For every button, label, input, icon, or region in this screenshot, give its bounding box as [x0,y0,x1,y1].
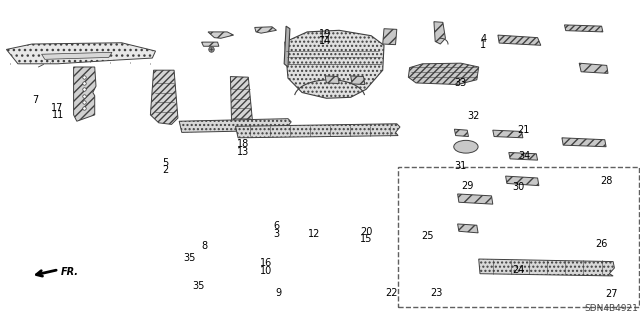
Text: 13: 13 [237,146,250,157]
Text: 9: 9 [275,288,282,298]
Text: 16: 16 [259,258,272,268]
Text: 14: 14 [319,36,332,47]
Text: 34: 34 [518,151,531,161]
Text: 24: 24 [512,264,525,275]
Text: 22: 22 [385,288,398,298]
Polygon shape [325,76,339,84]
Text: 12: 12 [308,228,320,239]
Polygon shape [42,52,112,59]
Text: 6: 6 [273,221,280,231]
Polygon shape [208,32,234,38]
Polygon shape [351,76,365,85]
Polygon shape [312,77,338,97]
Text: 29: 29 [461,181,474,191]
Polygon shape [564,25,603,32]
Polygon shape [74,67,96,121]
Text: 35: 35 [192,281,205,292]
Polygon shape [506,176,539,186]
Text: 32: 32 [467,111,480,122]
Polygon shape [493,130,523,138]
Polygon shape [6,43,156,64]
Text: 8: 8 [202,241,208,251]
Polygon shape [509,152,538,160]
Polygon shape [479,259,614,276]
Text: 27: 27 [605,289,618,299]
Polygon shape [458,224,478,233]
Polygon shape [150,70,178,124]
Polygon shape [383,29,397,45]
Bar [398,167,639,307]
Text: 19: 19 [319,29,332,40]
Text: 23: 23 [430,288,443,298]
Text: 21: 21 [517,125,530,135]
Text: 11: 11 [51,110,64,120]
Text: 10: 10 [259,265,272,276]
Ellipse shape [454,140,478,153]
Polygon shape [236,124,400,138]
Polygon shape [458,194,493,204]
Polygon shape [579,63,608,73]
Polygon shape [202,42,219,46]
Text: 26: 26 [596,239,608,249]
Polygon shape [179,119,291,132]
Text: 20: 20 [360,227,372,237]
Text: 31: 31 [454,161,467,171]
Text: SDN4B4921: SDN4B4921 [585,304,639,313]
Text: 5: 5 [162,158,168,168]
Text: 4: 4 [480,34,486,44]
Text: 35: 35 [183,253,196,263]
Text: 3: 3 [273,228,280,239]
Text: 25: 25 [421,231,434,241]
Polygon shape [255,27,276,33]
Text: 7: 7 [32,95,38,106]
Polygon shape [434,22,445,44]
Text: 33: 33 [454,78,467,88]
Polygon shape [285,30,384,98]
Polygon shape [562,138,606,147]
Polygon shape [284,26,290,67]
Text: 28: 28 [601,176,613,186]
Text: 17: 17 [51,103,64,113]
Text: 18: 18 [237,139,250,149]
Text: 15: 15 [360,234,372,244]
Text: 1: 1 [480,40,486,50]
Text: 2: 2 [162,165,168,175]
Polygon shape [408,63,479,85]
Text: FR.: FR. [61,267,79,277]
Polygon shape [230,77,253,129]
Polygon shape [498,35,541,45]
Text: 30: 30 [512,182,524,192]
Polygon shape [454,129,468,137]
